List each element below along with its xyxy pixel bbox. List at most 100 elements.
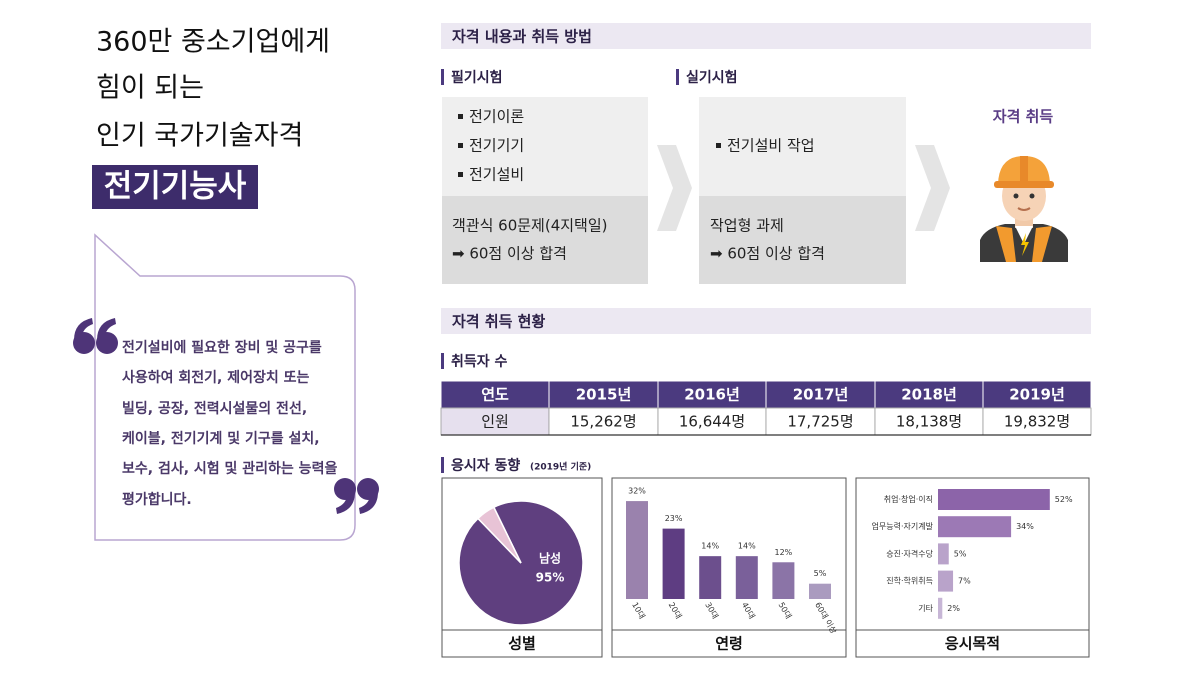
cell-text: 15,262명 (570, 413, 636, 431)
bar (938, 570, 954, 592)
section-bar (441, 308, 1091, 334)
bar-value: 32% (628, 487, 646, 496)
bar (938, 597, 943, 619)
step-box (699, 196, 906, 284)
bar-category: 30대 (703, 601, 720, 621)
cell (657, 407, 767, 436)
header-text: 연도 (481, 386, 509, 404)
bar-category: 40대 (740, 601, 757, 621)
cell-text: 18,138명 (896, 413, 962, 431)
header-text: 2016년 (684, 386, 740, 404)
label-mark (441, 457, 444, 473)
description-line: 보수, 검사, 시험 및 관리하는 능력을 (122, 460, 337, 477)
bar (938, 489, 1050, 510)
detail: ➡ 60점 이상 합격 (710, 245, 825, 263)
quote-open (73, 318, 118, 354)
detail: 객관식 60문제(4지택일) (452, 217, 608, 235)
highlight-box (92, 165, 258, 209)
chart-panel (441, 477, 603, 658)
cell-text: 16,644명 (679, 413, 745, 431)
cell (548, 407, 659, 436)
step-box (699, 97, 906, 196)
cell-text: 인원 (481, 413, 509, 431)
bullet (458, 172, 463, 177)
header-text: 2018년 (901, 386, 957, 404)
chart-panel (855, 477, 1090, 658)
section-title: 자격 내용과 취득 방법 (452, 28, 592, 46)
section-bar (441, 23, 1091, 49)
bar (938, 543, 949, 565)
header-cell (874, 380, 984, 409)
bullet (716, 143, 721, 148)
bar-value: 14% (738, 542, 756, 551)
item: 전기기기 (469, 137, 524, 155)
bar-value: 52% (1055, 495, 1073, 504)
chart-title: 성별 (508, 635, 536, 653)
highlight: 전기기능사 (104, 169, 247, 205)
title-line: 인기 국가기술자격 (96, 121, 303, 152)
bar (699, 556, 722, 599)
bar-category: 60대 이상 (813, 600, 839, 636)
sub-label: 응시자 동향 (451, 457, 520, 474)
detail: 작업형 과제 (710, 217, 784, 235)
chevron (657, 145, 692, 231)
pie-slice (476, 506, 522, 564)
chart-title: 응시목적 (945, 635, 1000, 653)
result: 자격 취득 (993, 108, 1054, 126)
cell-text: 17,725명 (787, 413, 853, 431)
bar-value: 5% (814, 569, 827, 578)
detail: ➡ 60점 이상 합격 (452, 245, 567, 263)
bar-category: 50대 (777, 601, 794, 621)
cell (874, 407, 984, 436)
quote-close (334, 478, 379, 514)
bar-category: 진학·학위취득 (886, 576, 933, 586)
bar (662, 528, 685, 599)
item: 전기설비 작업 (727, 137, 815, 155)
label-mark (676, 69, 679, 85)
bar-category: 기타 (918, 604, 933, 613)
bar-category: 승진·자격수당 (886, 548, 933, 558)
charts: 성별 남성 95% 연령 32% 10대 23% 20대 14% 30대 14% 40대 12% 50대 5… (441, 477, 1090, 658)
bar-category: 10대 (630, 601, 647, 621)
bullet (458, 143, 463, 148)
chevron (915, 145, 950, 231)
bar (772, 562, 795, 599)
bar-value: 7% (958, 577, 971, 586)
step-box (442, 97, 648, 196)
cell (765, 407, 876, 436)
title-line: 360만 중소기업에게 (96, 27, 330, 58)
bar (735, 556, 758, 599)
slice-label: 남성 (539, 551, 561, 566)
description-line: 사용하여 회전기, 제어장치 또는 (122, 369, 309, 386)
header-text: 2015년 (576, 386, 632, 404)
bullet (458, 114, 463, 119)
cell-text: 19,832명 (1004, 413, 1070, 431)
header-cell (440, 380, 550, 409)
step-box (442, 196, 648, 284)
description-line: 전기설비에 필요한 장비 및 공구를 (122, 339, 322, 356)
label-mark (441, 353, 444, 369)
bar-value: 14% (701, 542, 719, 551)
bar-category: 20대 (667, 601, 684, 621)
item: 전기이론 (469, 108, 524, 126)
description-line: 평가합니다. (122, 491, 192, 508)
label-mark (441, 69, 444, 85)
slice-value: 95% (536, 571, 565, 585)
bar-value: 12% (775, 548, 793, 557)
bar-category: 업무능력·자기계발 (872, 521, 934, 531)
bar-value: 2% (947, 604, 960, 613)
bar (938, 516, 1012, 538)
description-line: 케이블, 전기기계 및 기구를 설치, (122, 430, 320, 447)
header-cell (982, 380, 1092, 409)
chart-title: 연령 (715, 635, 743, 653)
worker-icon (980, 156, 1068, 262)
item: 전기설비 (469, 166, 524, 184)
speech-bubble (94, 233, 356, 541)
cell (982, 407, 1092, 436)
note: (2019년 기준) (530, 461, 591, 473)
bar-value: 34% (1016, 522, 1034, 531)
bar (809, 583, 831, 599)
step-label: 실기시험 (686, 69, 738, 86)
